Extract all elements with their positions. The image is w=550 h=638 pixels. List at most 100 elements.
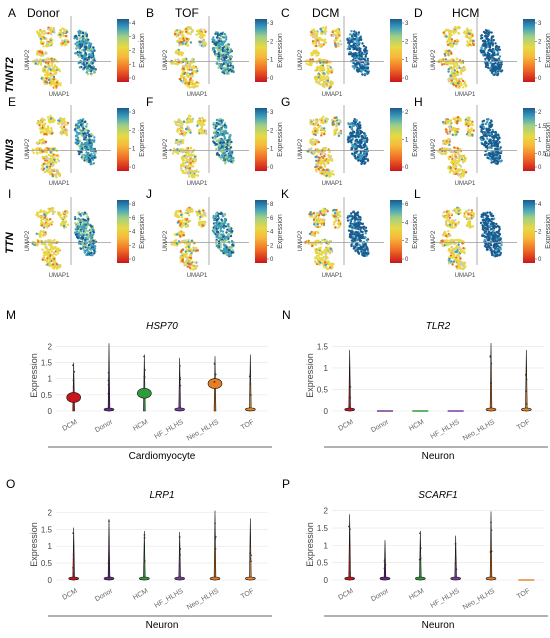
panel-letter: E [8,95,16,109]
violin-bulge [379,576,391,581]
colorbar-title: Expression [545,33,550,68]
violin-bulge [485,407,497,412]
umap-panel-f: F UMAP1 UMAP2 3 2 1 0 Expression [146,95,284,187]
violin-x-tick: TOF [516,419,532,432]
umap-y-label: UMAP2 [163,230,169,251]
colorbar-tick: 3 [132,35,136,41]
violin-bulge [103,407,115,412]
panel-letter: P [282,477,290,491]
violin-x-tick: HCM [408,419,425,433]
umap-points [304,25,371,90]
violin-x-tick: HF_HLHS [154,419,185,441]
violin-bulge [174,407,185,412]
violin-x-tick: Donor [370,587,391,603]
violin-bulge [68,576,79,581]
umap-points [305,115,370,178]
umap-panel-c: C UMAP1 UMAP2 3 2 1 0 Expression [281,6,419,98]
colorbar-tick: 0 [405,76,409,82]
violin-y-tick: 0 [324,576,329,585]
colorbar-tick: 3 [270,21,274,27]
colorbar-tick: 4 [405,220,409,226]
column-header-tof: TOF [175,6,199,20]
umap-points [31,114,97,179]
colorbar-tick: 3 [538,21,542,27]
violin-bulge [344,407,355,412]
violin-bulge [521,407,532,412]
panel-letter: G [281,95,290,109]
colorbar-tick: 0 [270,165,274,171]
violin-x-tick: Neo_HLHS [462,588,496,612]
violin-y-tick: 1.5 [317,342,329,351]
violin-x-tick: Neo_HLHS [462,419,496,443]
violin-y-label: Expression [29,522,39,567]
colorbar-title: Expression [277,122,284,157]
violin-title: SCARF1 [418,490,457,501]
violin-shape [249,518,252,581]
expression-colorbar [390,108,402,171]
expression-colorbar [255,108,267,171]
colorbar-title: Expression [412,122,419,157]
colorbar-tick: 2 [538,230,542,236]
colorbar-tick: 4 [132,230,136,236]
violin-y-tick: 1 [48,375,53,384]
violin-x-tick: HCM [132,419,149,433]
umap-y-label: UMAP2 [25,138,31,159]
colorbar-tick: 1 [270,58,274,64]
violin-bulge [450,576,461,581]
violin-x-tick: Donor [370,418,391,434]
colorbar-tick: 2 [270,128,274,134]
umap-y-label: UMAP2 [25,230,31,251]
violin-y-tick: 0.5 [317,559,329,568]
violin-y-tick: 2 [324,507,329,516]
panel-letter: I [8,187,11,201]
umap-points [31,26,97,89]
violin-x-tick: TOF [240,419,256,432]
umap-panel-j: J UMAP1 UMAP2 8 6 4 2 0 Expression [146,187,284,279]
umap-x-label: UMAP1 [455,181,476,187]
colorbar-tick: 8 [270,202,274,208]
umap-panel-e: E UMAP1 UMAP2 3 2 1 0 Expression [8,95,146,187]
colorbar-tick: 6 [270,216,274,222]
umap-x-label: UMAP1 [49,92,70,98]
violin-x-tick: Donor [94,418,115,434]
group-label: Neuron [422,620,455,631]
colorbar-tick: 1 [538,58,542,64]
expression-colorbar [117,200,129,263]
colorbar-tick: 0 [538,257,542,263]
violin-bulge [207,378,223,389]
violin-panels: M HSP70 0 0.5 1 1.5 2 Expression DCM Donor HCM HF_H… [6,308,548,631]
umap-y-label: UMAP2 [431,230,437,251]
panel-letter: H [414,95,423,109]
violin-y-tick: 0 [48,576,53,585]
umap-panel-a: A UMAP1 UMAP2 4 3 2 1 0 Expression [8,6,146,98]
panel-letter: B [146,6,154,20]
violin-y-label: Expression [305,353,315,398]
umap-points [170,206,235,271]
colorbar-tick: 0 [405,257,409,263]
expression-colorbar [523,200,535,263]
panel-letter: M [6,308,16,322]
umap-y-label: UMAP2 [163,138,169,159]
umap-points [169,114,235,179]
violin-bulge [103,576,115,581]
violin-bulge [209,576,221,581]
violin-shape [143,354,146,412]
violin-shape [489,343,493,412]
colorbar-tick: 1 [132,62,136,68]
violin-y-tick: 1.5 [41,359,53,368]
violin-x-tick: TOF [240,588,256,601]
umap-x-label: UMAP1 [187,181,208,187]
colorbar-tick: 2 [270,243,274,249]
umap-y-label: UMAP2 [163,49,169,70]
violin-shape [213,510,217,581]
colorbar-tick: 0 [405,165,409,171]
colorbar-tick: 1 [270,147,274,153]
panel-letter: D [414,6,423,20]
umap-x-label: UMAP1 [322,92,343,98]
panel-letter: F [146,95,153,109]
umap-panel-d: D UMAP1 UMAP2 3 2 1 0 Expression [414,6,550,98]
violin-y-tick: 0.5 [317,385,329,394]
expression-colorbar [255,200,267,263]
violin-title: LRP1 [149,490,174,501]
